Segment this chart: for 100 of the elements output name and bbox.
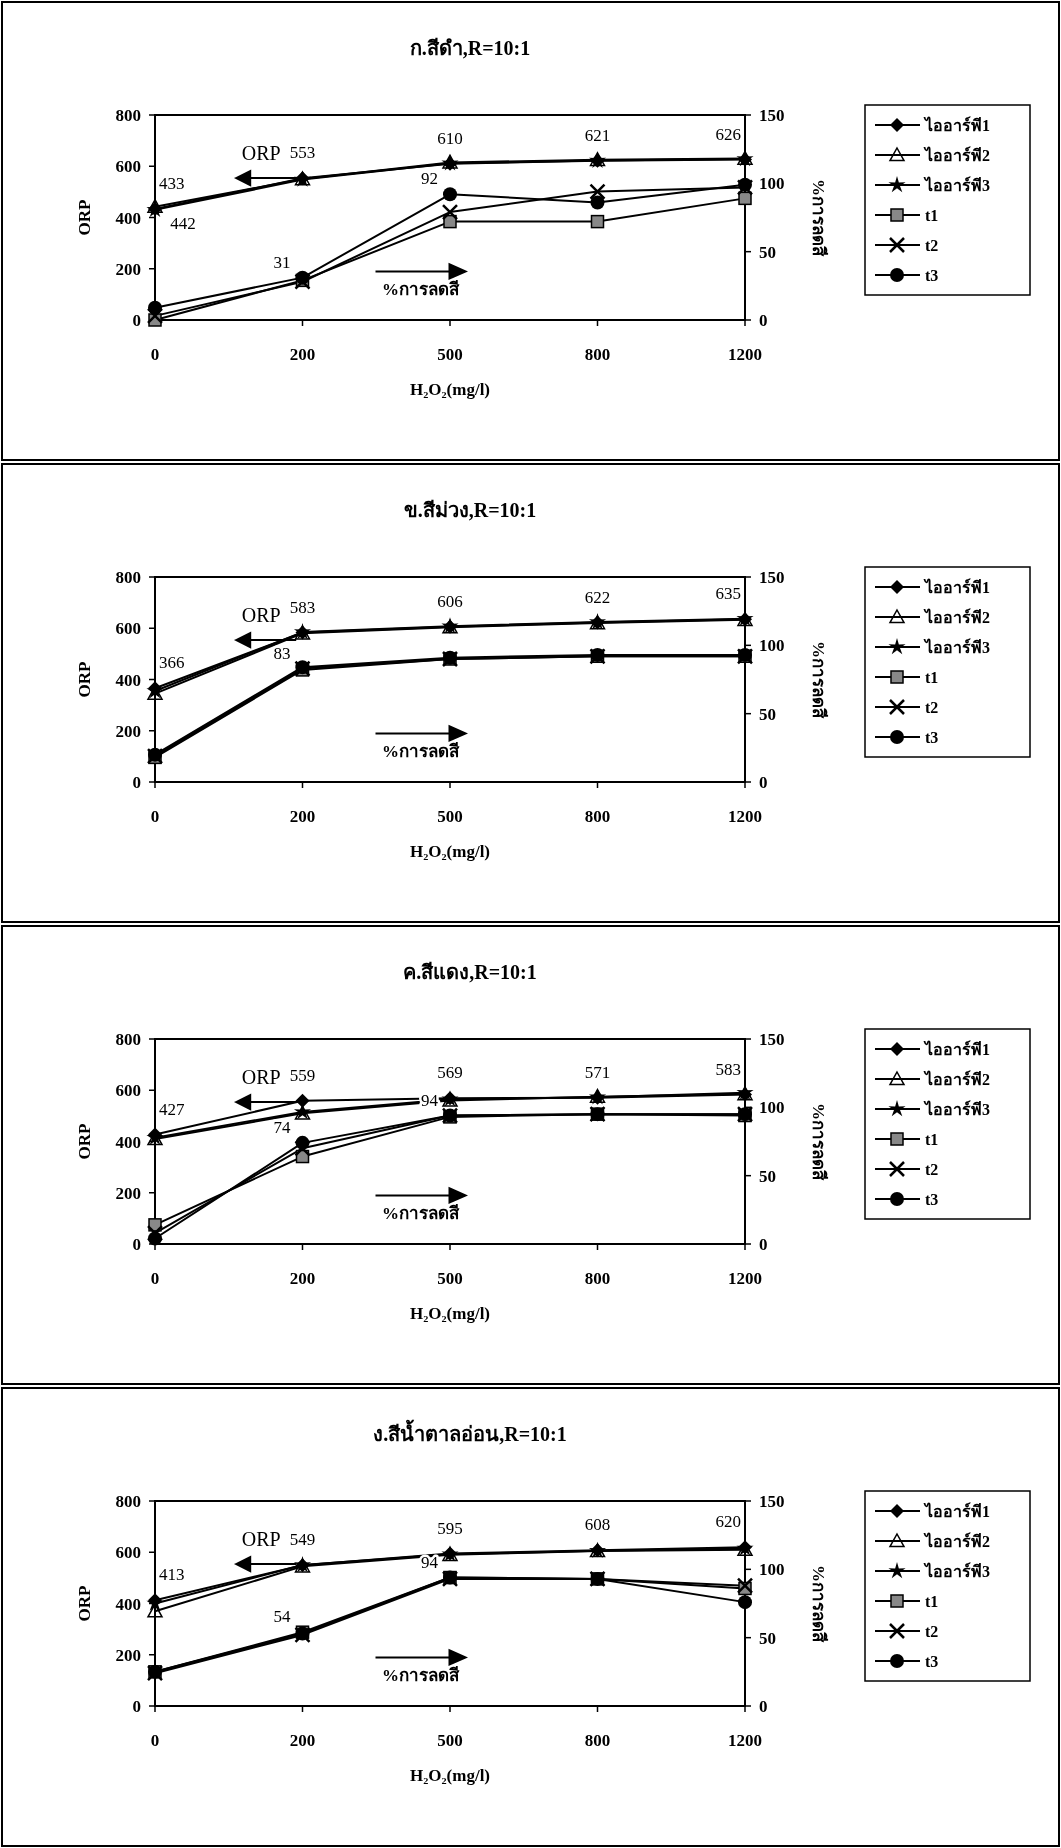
legend-label: ไออาร์พี3 (923, 176, 990, 194)
x-axis-title: H₂O₂(mg/l) (409, 1766, 491, 1785)
y2-tick-label: 50 (759, 704, 776, 724)
annotation: %การลดสี (382, 1665, 460, 1686)
y2-tick-label: 100 (759, 636, 785, 656)
data-label: 626 (715, 124, 741, 144)
legend-label: ไออาร์พี1 (923, 116, 990, 134)
legend-label: t2 (925, 237, 939, 254)
annotation: %การลดสี (382, 741, 460, 762)
data-label: 433 (159, 174, 185, 194)
x-axis-title: H₂O₂(mg/l) (409, 380, 491, 399)
y2-tick-label: 0 (759, 773, 768, 792)
data-label: 553 (289, 143, 316, 163)
y-tick-label: 800 (115, 1492, 141, 1511)
legend-label: ไออาร์พี3 (923, 638, 990, 656)
data-label: 635 (715, 584, 741, 604)
y-tick-label: 200 (115, 259, 141, 279)
data-label: 427 (159, 1099, 185, 1119)
data-label: 583 (715, 1059, 741, 1079)
data-label: 571 (584, 1062, 611, 1082)
y2-tick-label: 100 (759, 1098, 785, 1118)
legend-label: t3 (925, 729, 939, 746)
y-tick-label: 0 (132, 773, 141, 792)
y2-tick-label: 50 (759, 1166, 776, 1186)
y-tick-label: 400 (115, 208, 141, 228)
y2-axis-title: %การลดสี (809, 641, 829, 719)
y2-tick-label: 150 (759, 1030, 785, 1049)
y-tick-label: 0 (132, 311, 141, 330)
y2-tick-label: 50 (759, 242, 776, 262)
data-label: 595 (437, 1518, 463, 1538)
data-label: 608 (584, 1515, 611, 1535)
data-label: 74 (273, 1117, 291, 1137)
chart-title: ก.สีดำ,R=10:1 (409, 37, 531, 59)
annotation: ORP (241, 142, 281, 165)
y-tick-label: 0 (132, 1235, 141, 1254)
x-tick-label: 0 (150, 1269, 160, 1288)
x-tick-label: 200 (289, 1731, 316, 1750)
legend-label: t2 (925, 1161, 939, 1178)
y2-tick-label: 150 (759, 568, 785, 587)
y2-tick-label: 0 (759, 311, 768, 330)
y-tick-label: 200 (115, 721, 141, 741)
x-tick-label: 200 (289, 345, 316, 364)
y-tick-label: 400 (115, 1594, 141, 1614)
data-label: 83 (273, 643, 291, 663)
y-tick-label: 0 (132, 1697, 141, 1716)
data-label: 92 (421, 169, 438, 189)
legend-label: t1 (925, 1593, 939, 1610)
x-tick-label: 1200 (728, 807, 762, 826)
y2-tick-label: 100 (759, 174, 785, 194)
y2-tick-label: 0 (759, 1235, 768, 1254)
x-axis-title: H₂O₂(mg/l) (409, 1304, 491, 1323)
y2-tick-label: 150 (759, 106, 785, 125)
data-label: 366 (159, 653, 185, 673)
data-label: 622 (584, 587, 611, 607)
data-label: 413 (159, 1565, 185, 1585)
legend-label: t3 (925, 1653, 939, 1670)
data-label: 610 (437, 128, 463, 148)
x-tick-label: 1200 (728, 1269, 762, 1288)
data-label: 94 (421, 1552, 439, 1572)
y-tick-label: 200 (115, 1183, 141, 1203)
y2-axis-title: %การลดสี (809, 1103, 829, 1181)
annotation: %การลดสี (382, 279, 460, 300)
x-tick-label: 0 (150, 345, 160, 364)
y-tick-label: 600 (115, 1081, 141, 1101)
y-tick-label: 800 (115, 106, 141, 125)
legend-label: ไออาร์พี2 (923, 146, 990, 164)
data-label: 569 (437, 1063, 463, 1083)
legend-label: t1 (925, 207, 939, 224)
y-tick-label: 800 (115, 1030, 141, 1049)
chart-title: ข.สีม่วง,R=10:1 (403, 499, 537, 521)
data-label: 583 (289, 597, 316, 617)
annotation: ORP (241, 1066, 281, 1089)
x-axis-title: H₂O₂(mg/l) (409, 842, 491, 861)
x-tick-label: 1200 (728, 345, 762, 364)
legend-label: t2 (925, 1623, 939, 1640)
x-tick-label: 800 (584, 1731, 611, 1750)
y2-tick-label: 100 (759, 1560, 785, 1580)
x-tick-label: 800 (584, 807, 611, 826)
chart-title: ค.สีแดง,R=10:1 (403, 961, 537, 983)
y-tick-label: 600 (115, 1543, 141, 1563)
legend-label: t3 (925, 267, 939, 284)
y-axis-title: ORP (75, 1585, 94, 1622)
x-tick-label: 200 (289, 807, 316, 826)
annotation: ORP (241, 604, 281, 627)
y-tick-label: 200 (115, 1645, 141, 1665)
x-tick-label: 800 (584, 1269, 611, 1288)
y-tick-label: 800 (115, 568, 141, 587)
y-axis-title: ORP (75, 1123, 94, 1160)
legend-label: t2 (925, 699, 939, 716)
y-tick-label: 600 (115, 157, 141, 177)
annotation: ORP (241, 1528, 281, 1551)
y2-tick-label: 150 (759, 1492, 785, 1511)
x-tick-label: 200 (289, 1269, 316, 1288)
legend-label: ไออาร์พี1 (923, 1040, 990, 1058)
legend-label: ไออาร์พี1 (923, 1502, 990, 1520)
y2-tick-label: 0 (759, 1697, 768, 1716)
y2-tick-label: 50 (759, 1628, 776, 1648)
data-label: 606 (437, 591, 463, 611)
data-label: 549 (289, 1530, 316, 1550)
y-tick-label: 600 (115, 619, 141, 639)
